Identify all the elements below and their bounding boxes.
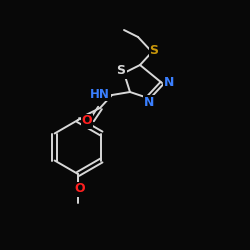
Text: N: N [164,76,174,88]
Text: N: N [144,96,154,108]
Text: S: S [150,44,158,57]
Text: S: S [116,64,126,78]
Text: HN: HN [90,88,110,101]
Text: O: O [75,182,85,196]
Text: O: O [82,114,92,128]
